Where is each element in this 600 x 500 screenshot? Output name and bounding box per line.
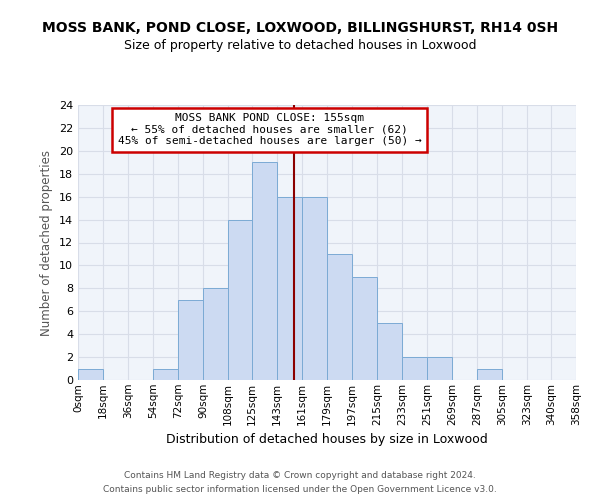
X-axis label: Distribution of detached houses by size in Loxwood: Distribution of detached houses by size … [166, 433, 488, 446]
Bar [153, 368, 178, 380]
Bar [427, 357, 452, 380]
Text: Contains HM Land Registry data © Crown copyright and database right 2024.: Contains HM Land Registry data © Crown c… [124, 472, 476, 480]
Bar [352, 277, 377, 380]
Bar [178, 300, 203, 380]
Bar [78, 368, 103, 380]
Bar [203, 288, 228, 380]
Bar [477, 368, 502, 380]
Bar [277, 196, 302, 380]
Bar [327, 254, 352, 380]
Text: MOSS BANK POND CLOSE: 155sqm
← 55% of detached houses are smaller (62)
45% of se: MOSS BANK POND CLOSE: 155sqm ← 55% of de… [118, 114, 422, 146]
Bar [228, 220, 252, 380]
Text: MOSS BANK, POND CLOSE, LOXWOOD, BILLINGSHURST, RH14 0SH: MOSS BANK, POND CLOSE, LOXWOOD, BILLINGS… [42, 20, 558, 34]
Text: Size of property relative to detached houses in Loxwood: Size of property relative to detached ho… [124, 38, 476, 52]
Y-axis label: Number of detached properties: Number of detached properties [40, 150, 53, 336]
Text: Contains public sector information licensed under the Open Government Licence v3: Contains public sector information licen… [103, 484, 497, 494]
Bar [402, 357, 427, 380]
Bar [302, 196, 327, 380]
Bar [377, 322, 402, 380]
Bar [252, 162, 277, 380]
